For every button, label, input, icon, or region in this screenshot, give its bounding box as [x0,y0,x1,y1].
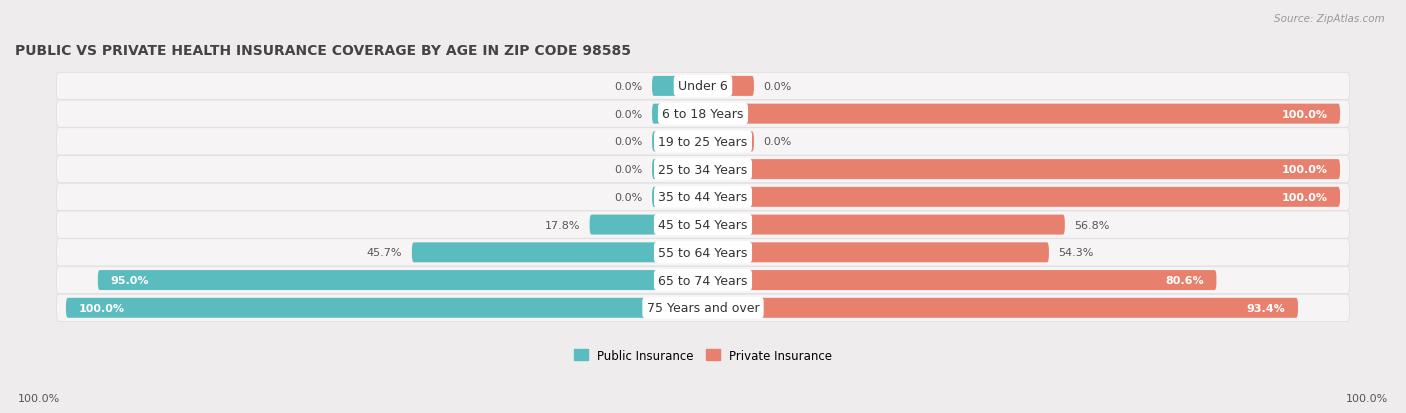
Text: 0.0%: 0.0% [614,82,643,92]
FancyBboxPatch shape [652,188,703,207]
Text: 100.0%: 100.0% [1281,165,1327,175]
Text: Source: ZipAtlas.com: Source: ZipAtlas.com [1274,14,1385,24]
Text: 45 to 54 Years: 45 to 54 Years [658,218,748,232]
FancyBboxPatch shape [703,132,754,152]
FancyBboxPatch shape [652,132,703,152]
FancyBboxPatch shape [703,77,754,97]
FancyBboxPatch shape [703,188,1340,207]
Text: 100.0%: 100.0% [1281,192,1327,202]
Text: 55 to 64 Years: 55 to 64 Years [658,246,748,259]
Text: Under 6: Under 6 [678,80,728,93]
FancyBboxPatch shape [56,73,1350,100]
Text: 0.0%: 0.0% [614,165,643,175]
Text: 0.0%: 0.0% [763,82,792,92]
FancyBboxPatch shape [56,184,1350,211]
FancyBboxPatch shape [412,243,703,263]
Text: 6 to 18 Years: 6 to 18 Years [662,108,744,121]
FancyBboxPatch shape [703,215,1064,235]
Text: PUBLIC VS PRIVATE HEALTH INSURANCE COVERAGE BY AGE IN ZIP CODE 98585: PUBLIC VS PRIVATE HEALTH INSURANCE COVER… [15,44,631,58]
FancyBboxPatch shape [66,298,703,318]
Text: 45.7%: 45.7% [367,248,402,258]
FancyBboxPatch shape [98,271,703,290]
Text: 65 to 74 Years: 65 to 74 Years [658,274,748,287]
Text: 100.0%: 100.0% [79,303,125,313]
FancyBboxPatch shape [56,239,1350,266]
Text: 54.3%: 54.3% [1059,248,1094,258]
FancyBboxPatch shape [652,160,703,180]
Text: 0.0%: 0.0% [614,109,643,119]
Text: 75 Years and over: 75 Years and over [647,301,759,315]
Text: 19 to 25 Years: 19 to 25 Years [658,135,748,149]
Text: 0.0%: 0.0% [763,137,792,147]
FancyBboxPatch shape [652,77,703,97]
Text: 35 to 44 Years: 35 to 44 Years [658,191,748,204]
Text: 93.4%: 93.4% [1247,303,1285,313]
Text: 56.8%: 56.8% [1074,220,1109,230]
FancyBboxPatch shape [703,243,1049,263]
FancyBboxPatch shape [56,128,1350,156]
FancyBboxPatch shape [589,215,703,235]
FancyBboxPatch shape [703,104,1340,124]
Text: 100.0%: 100.0% [1281,109,1327,119]
FancyBboxPatch shape [703,271,1216,290]
FancyBboxPatch shape [56,156,1350,183]
FancyBboxPatch shape [56,101,1350,128]
Text: 25 to 34 Years: 25 to 34 Years [658,163,748,176]
FancyBboxPatch shape [56,294,1350,322]
Text: 100.0%: 100.0% [1346,393,1388,403]
FancyBboxPatch shape [56,267,1350,294]
Text: 95.0%: 95.0% [111,275,149,285]
Text: 0.0%: 0.0% [614,192,643,202]
FancyBboxPatch shape [703,160,1340,180]
Text: 17.8%: 17.8% [544,220,581,230]
Text: 100.0%: 100.0% [18,393,60,403]
FancyBboxPatch shape [56,211,1350,239]
FancyBboxPatch shape [652,104,703,124]
Text: 0.0%: 0.0% [614,137,643,147]
FancyBboxPatch shape [703,298,1298,318]
Text: 80.6%: 80.6% [1166,275,1204,285]
Legend: Public Insurance, Private Insurance: Public Insurance, Private Insurance [569,344,837,366]
